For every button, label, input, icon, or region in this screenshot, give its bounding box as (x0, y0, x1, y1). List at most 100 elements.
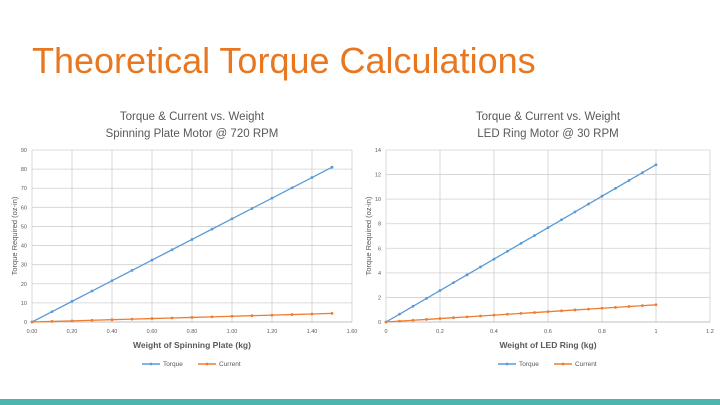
data-point (560, 218, 563, 222)
data-point (452, 316, 455, 320)
data-point (384, 320, 388, 324)
chart-subtitle: Spinning Plate Motor @ 720 RPM (106, 128, 279, 140)
data-point (90, 289, 94, 293)
data-point (533, 311, 536, 314)
data-point (425, 297, 428, 300)
data-point (546, 310, 550, 314)
data-point (270, 196, 274, 200)
data-point (546, 226, 550, 230)
y-tick-label: 0 (378, 320, 381, 326)
gridlines (385, 149, 711, 323)
data-point (506, 312, 509, 316)
y-tick-label: 2 (378, 295, 381, 301)
data-point (290, 186, 294, 190)
data-point (398, 312, 401, 316)
data-point (330, 165, 334, 169)
y-tick-label: 12 (375, 173, 381, 179)
chart-subtitle: LED Ring Motor @ 30 RPM (477, 128, 618, 140)
data-point (130, 317, 134, 321)
data-point (627, 305, 631, 308)
data-point (479, 314, 482, 318)
data-point (573, 308, 577, 312)
series-line-torque (31, 166, 333, 323)
x-tick-label: 0.20 (67, 329, 78, 335)
y-tick-label: 50 (21, 224, 27, 230)
x-tick-label: 0.6 (544, 329, 552, 335)
data-point (492, 313, 496, 317)
data-point (641, 304, 644, 308)
data-point (519, 312, 523, 315)
data-point (190, 238, 194, 241)
x-tick-label: 1 (654, 329, 657, 335)
data-point (587, 307, 590, 311)
data-point (50, 320, 54, 323)
x-tick-label: 0.2 (436, 329, 444, 335)
data-point (614, 186, 617, 190)
data-point (90, 318, 94, 322)
data-point (130, 269, 134, 272)
y-tick-label: 10 (375, 197, 381, 203)
legend-label: Torque (519, 361, 539, 368)
data-point (479, 265, 482, 269)
y-tick-label: 14 (375, 148, 381, 154)
data-point (411, 304, 415, 308)
x-tick-label: 0.40 (107, 329, 118, 335)
data-point (654, 303, 658, 307)
y-tick-label: 70 (21, 186, 27, 192)
data-point (110, 279, 114, 283)
series-torque (384, 163, 658, 324)
data-point (398, 319, 401, 323)
legend-marker (505, 362, 509, 366)
x-tick-label: 1.2 (706, 329, 714, 335)
data-point (600, 306, 604, 310)
x-axis-label: Weight of LED Ring (kg) (499, 340, 596, 350)
data-point (250, 207, 254, 210)
data-point (465, 315, 469, 319)
y-tick-label: 20 (21, 282, 27, 288)
data-point (533, 234, 536, 237)
x-tick-label: 1.40 (307, 329, 318, 335)
data-point (170, 316, 174, 320)
series-line-current (31, 312, 333, 323)
x-tick-label: 0.4 (490, 329, 498, 335)
data-point (150, 258, 154, 262)
x-tick-label: 0.60 (147, 329, 158, 335)
data-point (290, 313, 294, 316)
y-tick-label: 90 (21, 148, 27, 154)
y-tick-label: 60 (21, 205, 27, 211)
data-point (70, 299, 74, 303)
legend-label: Current (575, 361, 597, 368)
data-point (654, 163, 658, 167)
x-tick-label: 0.8 (598, 329, 606, 335)
x-axis-label: Weight of Spinning Plate (kg) (133, 340, 251, 350)
slide-title: Theoretical Torque Calculations (32, 40, 536, 81)
y-tick-label: 30 (21, 263, 27, 269)
data-point (150, 317, 154, 320)
data-point (310, 312, 314, 316)
data-point (560, 309, 563, 313)
data-point (465, 273, 469, 277)
bottom-accent-bar (0, 399, 720, 405)
x-tick-label: 1.60 (347, 329, 358, 335)
y-tick-label: 10 (21, 301, 27, 307)
data-point (50, 310, 54, 314)
data-point (614, 305, 617, 309)
legend: Torque Current (498, 361, 597, 368)
data-point (310, 176, 314, 179)
data-point (492, 257, 496, 261)
data-point (210, 227, 214, 231)
data-point (506, 249, 509, 253)
data-point (438, 317, 442, 320)
data-point (330, 312, 334, 315)
x-tick-label: 0 (384, 329, 387, 335)
data-point (600, 194, 604, 198)
gridlines (31, 149, 353, 323)
x-tick-label: 1.00 (227, 329, 238, 335)
data-point (190, 316, 194, 319)
chart-spinning-plate-svg: Torque & Current vs. Weight Spinning Plat… (10, 111, 358, 368)
x-tick-label: 0.00 (27, 329, 38, 335)
y-axis-label: Torque Required (oz-in) (364, 196, 373, 275)
data-point (627, 179, 631, 182)
data-point (411, 318, 415, 322)
legend-label: Torque (163, 361, 183, 368)
